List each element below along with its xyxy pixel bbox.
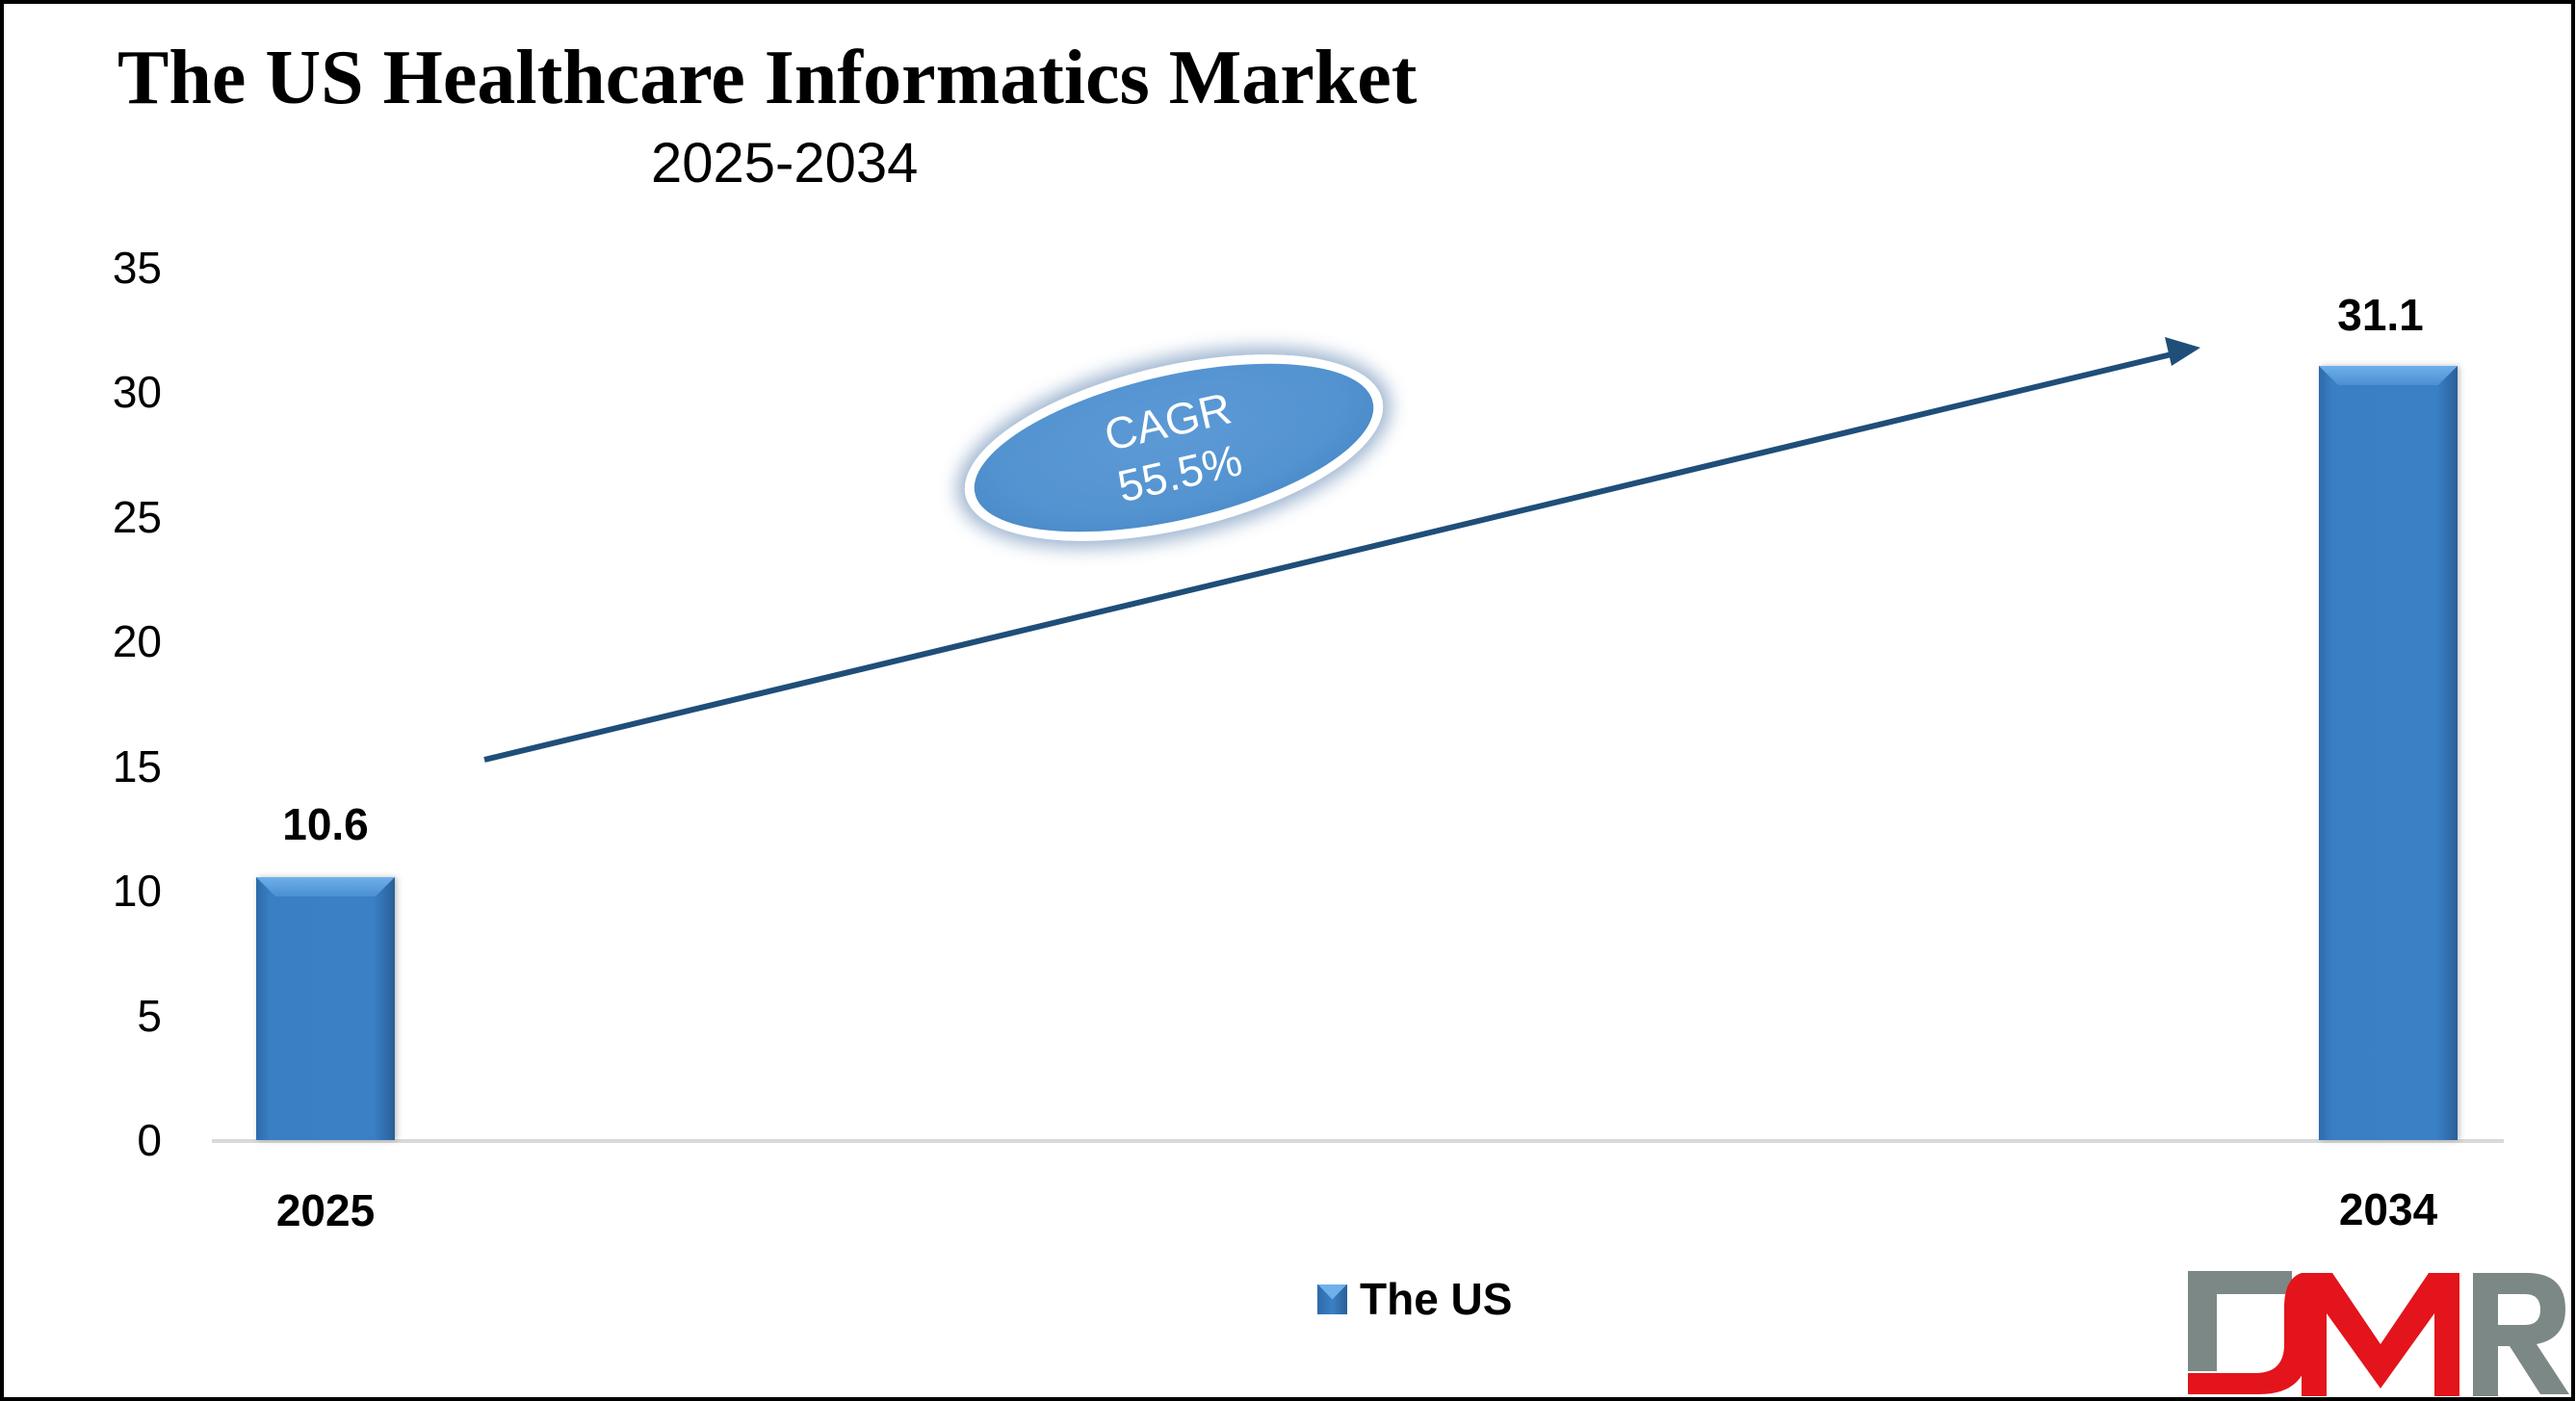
y-tick-20: 20 [112,616,162,666]
y-tick-30: 30 [112,367,162,417]
legend: The US [1317,1277,1512,1321]
legend-swatch-icon [1317,1284,1347,1314]
x-label-2034: 2034 [2338,1184,2438,1234]
y-tick-35: 35 [112,243,162,293]
legend-label: The US [1360,1274,1513,1324]
bar-2034 [2319,366,2458,1140]
chart-subtitle: 2025-2034 [651,132,919,195]
bar-value-2025: 10.6 [282,799,369,849]
y-tick-10: 10 [112,866,162,916]
bar-2025 [256,877,395,1140]
y-tick-25: 25 [112,492,162,542]
x-label-2025: 2025 [275,1185,376,1235]
dmr-logo-icon [2188,1271,2569,1396]
chart-title: The US Healthcare Informatics Market [117,36,1418,120]
bar-value-2034: 31.1 [2337,290,2424,340]
y-tick-15: 15 [112,741,162,791]
y-tick-5: 5 [137,991,162,1041]
x-axis-line [212,1139,2504,1143]
y-tick-0: 0 [137,1115,162,1165]
